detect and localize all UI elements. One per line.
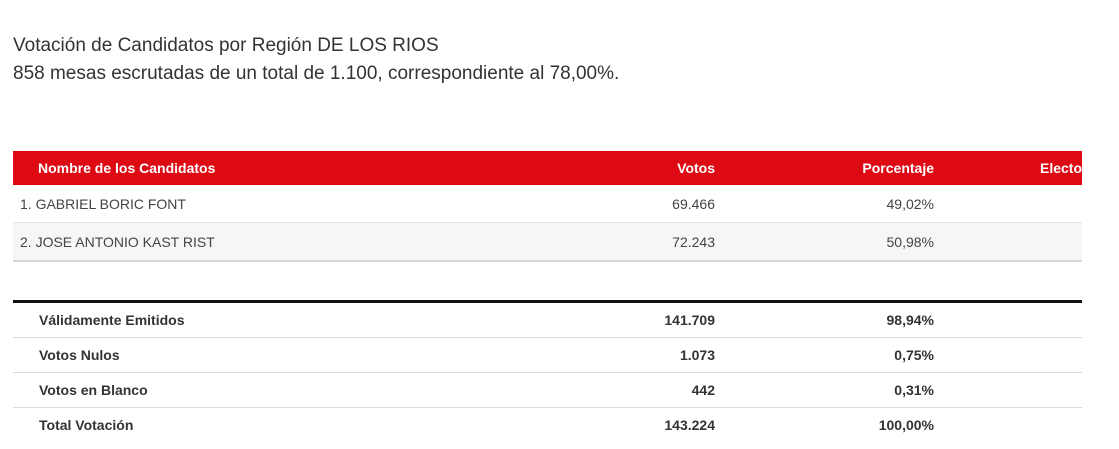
column-header-percentage: Porcentaje	[862, 160, 934, 176]
table-row: 1. GABRIEL BORIC FONT 69.466 49,02%	[13, 185, 1082, 222]
totals-row: Votos Nulos 1.073 0,75%	[13, 338, 1082, 373]
totals-row: Total Votación 143.224 100,00%	[13, 408, 1082, 442]
totals-votes: 141.709	[664, 312, 715, 328]
totals-votes: 442	[691, 382, 715, 398]
totals-label: Votos Nulos	[39, 347, 120, 363]
totals-percentage: 0,31%	[894, 382, 934, 398]
totals-votes: 143.224	[664, 417, 715, 433]
candidate-percentage: 50,98%	[886, 233, 934, 250]
totals-percentage: 0,75%	[894, 347, 934, 363]
column-header-votes: Votos	[677, 160, 715, 176]
candidate-name: 1. GABRIEL BORIC FONT	[20, 195, 186, 212]
candidates-table: Nombre de los Candidatos Votos Porcentaj…	[13, 151, 1082, 262]
table-header: Nombre de los Candidatos Votos Porcentaj…	[13, 151, 1082, 185]
page-header: Votación de Candidatos por Región DE LOS…	[13, 32, 619, 88]
totals-row: Votos en Blanco 442 0,31%	[13, 373, 1082, 408]
table-row: 2. JOSE ANTONIO KAST RIST 72.243 50,98%	[13, 222, 1082, 262]
page-subtitle: 858 mesas escrutadas de un total de 1.10…	[13, 63, 620, 84]
totals-label: Votos en Blanco	[39, 382, 148, 398]
candidate-percentage: 49,02%	[886, 195, 934, 212]
totals-votes: 1.073	[679, 347, 715, 363]
totals-label: Válidamente Emitidos	[39, 312, 185, 328]
candidate-votes: 69.466	[672, 195, 715, 212]
totals-label: Total Votación	[39, 417, 134, 433]
page-title: Votación de Candidatos por Región DE LOS…	[13, 35, 439, 56]
candidate-votes: 72.243	[672, 233, 715, 250]
totals-row: Válidamente Emitidos 141.709 98,94%	[13, 303, 1082, 338]
totals-percentage: 98,94%	[886, 312, 934, 328]
totals-percentage: 100,00%	[878, 417, 934, 433]
candidate-name: 2. JOSE ANTONIO KAST RIST	[20, 233, 215, 250]
totals-table: Válidamente Emitidos 141.709 98,94% Voto…	[13, 300, 1082, 442]
column-header-name: Nombre de los Candidatos	[38, 160, 216, 176]
column-header-electo: Electo	[1039, 160, 1082, 176]
